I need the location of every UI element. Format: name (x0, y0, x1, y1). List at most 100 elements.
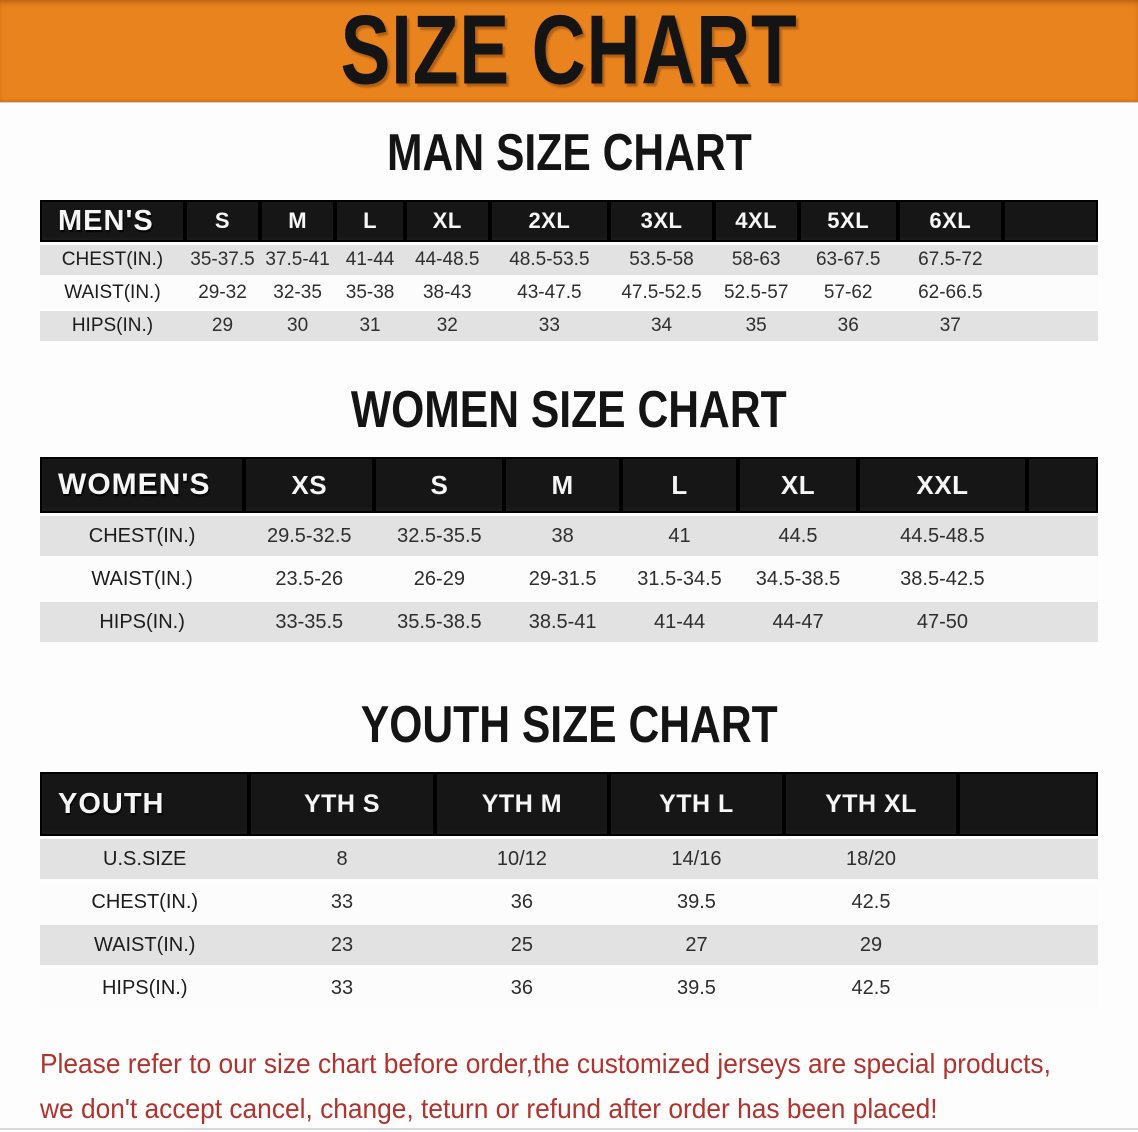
size-column-header: 5XL (798, 200, 898, 242)
section-title-text: YOUTH SIZE CHART (360, 696, 778, 754)
table-row: HIPS(IN.) 33-35.5 35.5-38.5 38.5-41 41-44 44-… (40, 602, 1098, 642)
size-value-cell: 32.5-35.5 (397, 524, 482, 547)
size-value-cell: 38.5-42.5 (900, 567, 985, 590)
row-label: WAIST(IN.) (91, 567, 193, 590)
size-value-cell: 18/20 (845, 847, 897, 870)
size-value-cell: 58-63 (731, 249, 781, 270)
size-column-header: L (620, 457, 739, 513)
size-value-cell: 37.5-41 (265, 249, 330, 270)
size-table-women: WOMEN'S XS S M L XL XXL CHEST(IN.) 29.5-32.5 32.… (40, 454, 1098, 645)
size-column-header: S (374, 457, 505, 513)
row-label: WAIST(IN.) (94, 933, 196, 956)
size-value-cell: 44-47 (772, 610, 824, 633)
size-value-cell: 47-50 (916, 610, 968, 633)
size-value-cell: 14/16 (671, 847, 722, 870)
size-value-cell: 67.5-72 (918, 249, 983, 270)
spacer-cell (1027, 516, 1098, 556)
row-label: HIPS(IN.) (101, 976, 188, 999)
row-label: CHEST(IN.) (61, 249, 164, 270)
size-value-cell: 44.5 (778, 524, 818, 547)
spacer-cell (958, 925, 1098, 965)
size-value-cell: 39.5 (676, 890, 716, 913)
size-value-cell: 33-35.5 (275, 610, 344, 633)
size-table-men: MEN'S S M L XL 2XL 3XL 4XL 5XL 6XL CHEST(IN.) 35-3… (40, 197, 1098, 344)
table-row: HIPS(IN.) 33 36 39.5 42.5 (40, 968, 1098, 1008)
size-value-cell: 52.5-57 (723, 282, 789, 303)
size-column-header: 2XL (489, 200, 610, 242)
table-row: U.S.SIZE 8 10/12 14/16 18/20 (40, 839, 1098, 879)
size-value-cell: 44.5-48.5 (900, 524, 985, 547)
size-value-cell: 31.5-34.5 (637, 567, 722, 590)
size-value-cell: 37 (939, 315, 961, 336)
size-column-header: L (335, 200, 405, 242)
size-value-cell: 41 (668, 524, 691, 547)
size-column-header: 6XL (897, 200, 1003, 242)
table-row: CHEST(IN.) 33 36 39.5 42.5 (40, 882, 1098, 922)
size-column-header: XL (404, 200, 490, 242)
section-title: WOMEN SIZE CHART (40, 381, 1098, 439)
section-women: WOMEN SIZE CHART WOMEN'S XS S M L XL XXL CHEST… (40, 381, 1098, 645)
size-value-cell: 23.5-26 (275, 567, 344, 590)
footnote: Please refer to our size chart before or… (40, 1041, 1138, 1131)
size-value-cell: 38 (551, 524, 574, 547)
spacer-cell (1002, 200, 1098, 242)
size-value-cell: 35-38 (345, 282, 395, 303)
size-column-header: YTH L (609, 772, 784, 836)
size-value-cell: 33 (330, 976, 354, 999)
size-value-cell: 27 (685, 933, 708, 956)
table-row: WAIST(IN.) 29-32 32-35 35-38 38-43 43-47.5 47.… (40, 278, 1098, 308)
spacer-cell (958, 968, 1098, 1008)
spacer-cell (958, 772, 1098, 836)
row-label: HIPS(IN.) (71, 315, 154, 336)
size-table-youth: YOUTH YTH S YTH M YTH L YTH XL U.S.SIZE 8 10/1… (40, 769, 1098, 1011)
size-column-header: YTH XL (783, 772, 959, 836)
footnote-line-2: we don't accept cancel, change, teturn o… (40, 1093, 938, 1124)
banner-title: SIZE CHART (340, 0, 798, 106)
table-row: HIPS(IN.) 29 30 31 32 33 34 35 36 37 (40, 311, 1098, 341)
size-value-cell: 42.5 (851, 976, 891, 999)
size-value-cell: 44-48.5 (415, 249, 480, 270)
size-value-cell: 32-35 (273, 282, 322, 303)
size-column-header: YTH M (434, 772, 610, 836)
size-value-cell: 8 (336, 847, 348, 870)
table-row: CHEST(IN.) 35-37.5 37.5-41 41-44 44-48.5 48.5… (40, 245, 1098, 275)
size-value-cell: 42.5 (851, 890, 891, 913)
banner: SIZE CHART (0, 0, 1138, 103)
size-value-cell: 33 (538, 315, 560, 336)
spacer-cell (1003, 278, 1098, 308)
table-header-label: WOMEN'S (40, 457, 245, 513)
size-value-cell: 39.5 (676, 976, 716, 999)
bottom-divider (0, 1128, 1138, 1130)
size-value-cell: 26-29 (413, 567, 465, 590)
section-men: MAN SIZE CHART MEN'S S M L XL 2XL 3XL 4XL 5XL 6XL… (40, 124, 1098, 344)
size-value-cell: 30 (287, 315, 309, 336)
size-value-cell: 29-32 (198, 282, 247, 303)
row-label: U.S.SIZE (103, 847, 187, 870)
size-value-cell: 29.5-32.5 (266, 524, 352, 547)
size-value-cell: 41-44 (345, 249, 395, 270)
size-value-cell: 41-44 (653, 610, 706, 633)
spacer-cell (1003, 245, 1098, 275)
row-label: HIPS(IN.) (99, 610, 185, 633)
size-value-cell: 62-66.5 (918, 282, 983, 303)
table-header-label: YOUTH (40, 772, 250, 836)
spacer-cell (1003, 311, 1098, 341)
size-value-cell: 23 (330, 933, 354, 956)
row-label: CHEST(IN.) (88, 524, 196, 547)
section-title-text: WOMEN SIZE CHART (351, 381, 787, 439)
table-header-row: MEN'S S M L XL 2XL 3XL 4XL 5XL 6XL (40, 200, 1098, 242)
size-value-cell: 43-47.5 (517, 282, 582, 303)
size-column-header: XS (244, 457, 375, 513)
size-value-cell: 36 (510, 976, 534, 999)
size-column-header: M (504, 457, 621, 513)
section-title-text: MAN SIZE CHART (386, 124, 752, 182)
size-chart-sections: MAN SIZE CHART MEN'S S M L XL 2XL 3XL 4XL 5XL 6XL… (40, 124, 1098, 1011)
size-value-cell: 29 (211, 315, 234, 336)
table-row: CHEST(IN.) 29.5-32.5 32.5-35.5 38 41 44.5 44.5… (40, 516, 1098, 556)
section-title: YOUTH SIZE CHART (40, 696, 1098, 754)
size-value-cell: 57-62 (823, 282, 873, 303)
size-value-cell: 35 (745, 315, 767, 336)
table-row: WAIST(IN.) 23.5-26 26-29 29-31.5 31.5-34.5 34… (40, 559, 1098, 599)
size-value-cell: 34.5-38.5 (755, 567, 841, 590)
size-value-cell: 10/12 (496, 847, 547, 870)
